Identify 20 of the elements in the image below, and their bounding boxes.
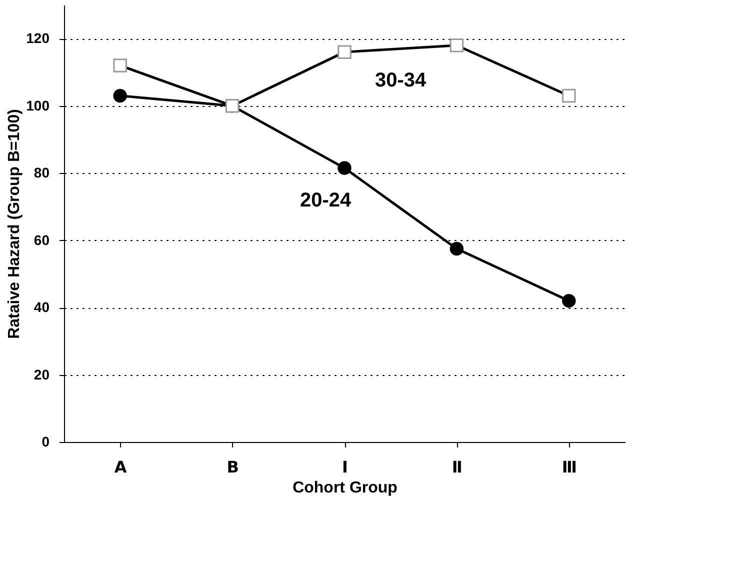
- point: [338, 161, 352, 175]
- point: [562, 294, 576, 308]
- point: [113, 88, 127, 103]
- y-tick-label: 0: [42, 434, 50, 450]
- series-label: 20-24: [300, 189, 352, 212]
- x-tick-label: Ⅱ: [452, 458, 462, 476]
- y-tick-label: 20: [34, 366, 50, 382]
- x-tick-label: A: [114, 458, 128, 476]
- y-tick-label: 40: [34, 299, 50, 316]
- point: [450, 242, 464, 256]
- y-tick-label: 120: [26, 30, 50, 46]
- x-tick-label: Ⅰ: [342, 458, 348, 476]
- series-label: 30-34: [375, 70, 428, 92]
- x-axis-title: Cohort Group: [292, 480, 398, 496]
- y-tick-label: 100: [26, 97, 50, 114]
- x-tick-label: Ⅲ: [562, 458, 577, 476]
- y-tick-label: 60: [34, 232, 50, 248]
- y-axis-title: Rataive Hazard (Group B=100): [6, 109, 24, 339]
- y-tick-label: 80: [34, 164, 50, 181]
- x-tick-label: B: [226, 458, 239, 476]
